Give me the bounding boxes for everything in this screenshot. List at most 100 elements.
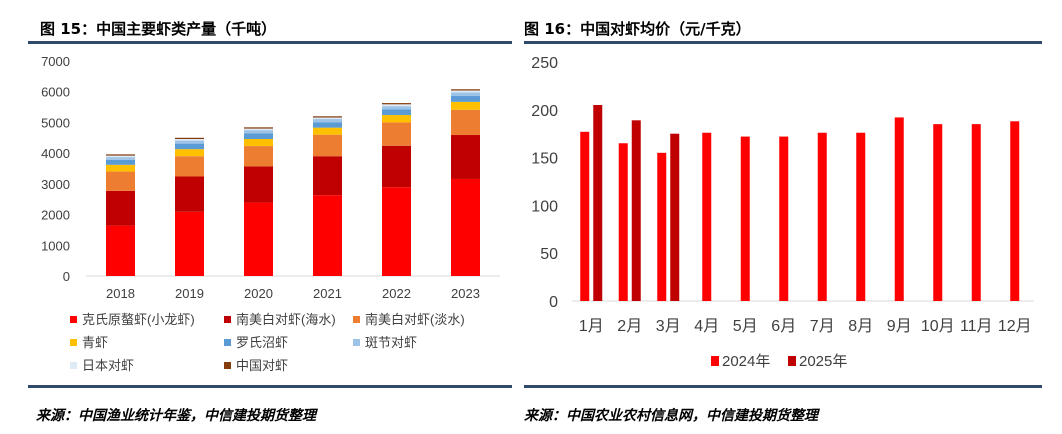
bar-segment	[382, 145, 411, 188]
bar-2024	[856, 132, 866, 301]
bar-segment	[313, 195, 342, 276]
bar-segment	[244, 166, 273, 203]
x-tick-label: 2018	[106, 286, 135, 301]
y-tick-label: 100	[531, 198, 558, 215]
bar-segment	[175, 143, 204, 150]
right-top-rule	[524, 41, 1042, 44]
y-tick-label: 1000	[41, 238, 70, 253]
bar-segment	[382, 115, 411, 123]
bar-segment	[451, 178, 480, 276]
x-tick-label: 7月	[810, 318, 835, 335]
bar-segment	[313, 134, 342, 157]
x-tick-label: 2020	[244, 286, 273, 301]
bar-2024	[580, 131, 590, 301]
bar-segment	[244, 133, 273, 140]
y-tick-label: 6000	[41, 85, 70, 100]
x-tick-label: 2021	[313, 286, 342, 301]
bar-segment	[313, 116, 342, 118]
x-tick-label: 12月	[998, 318, 1032, 335]
bar-segment	[106, 154, 135, 156]
bar-segment	[451, 109, 480, 136]
x-tick-label: 2022	[382, 286, 411, 301]
legend-label: 2025年	[799, 353, 847, 370]
bar-2024	[702, 132, 712, 301]
bar-segment	[244, 139, 273, 147]
bar-segment	[382, 103, 411, 105]
right-chart-title: 图 16：中国对虾均价（元/千克）	[524, 20, 751, 38]
legend-swatch	[353, 316, 360, 323]
x-tick-label: 2月	[617, 318, 642, 335]
y-tick-label: 3000	[41, 177, 70, 192]
bar-segment	[244, 130, 273, 134]
legend-label: 2024年	[722, 353, 770, 370]
bar-segment	[382, 109, 411, 116]
bar-2025	[631, 120, 641, 301]
bar-2024	[894, 117, 904, 301]
left-stacked-bar-chart: 0 1000 2000 3000 4000 5000 6000 7000 2018 2019 202…	[41, 54, 500, 373]
left-top-rule	[28, 41, 512, 44]
legend-swatch	[224, 362, 231, 369]
y-tick-label: 0	[549, 294, 558, 311]
legend-swatch	[70, 339, 77, 346]
legend-label: 罗氏沼虾	[236, 335, 288, 350]
bar-2024	[618, 143, 628, 301]
right-bar-chart: 0 50 100 150 200 250 1月 2月 3月 4月 5月 6月 7月 8月 9月 10月 11月 1…	[531, 55, 1034, 370]
legend-label: 斑节对虾	[365, 335, 417, 350]
y-tick-label: 0	[63, 269, 70, 284]
bar-segment	[244, 202, 273, 276]
bar-segment	[451, 101, 480, 110]
bar-2024	[971, 124, 981, 301]
x-tick-label: 2019	[175, 286, 204, 301]
bar-segment	[451, 89, 480, 91]
x-tick-label: 11月	[960, 318, 993, 335]
legend-swatch	[711, 356, 719, 366]
legend-label: 中国对虾	[236, 358, 288, 373]
x-tick-label: 2023	[451, 286, 480, 301]
bar-segment	[451, 96, 480, 102]
x-tick-label: 5月	[733, 318, 758, 335]
left-bottom-rule	[28, 385, 512, 388]
legend-swatch	[70, 362, 77, 369]
bar-segment	[106, 159, 135, 165]
bar-segment	[382, 122, 411, 146]
bar-segment	[451, 90, 480, 93]
legend-swatch	[224, 316, 231, 323]
bar-segment	[175, 137, 204, 140]
bar-segment	[106, 155, 135, 158]
y-tick-label: 50	[540, 246, 558, 263]
y-tick-label: 200	[531, 103, 558, 120]
bar-segment	[313, 156, 342, 196]
y-tick-label: 5000	[41, 115, 70, 130]
bar-2024	[817, 132, 827, 301]
x-tick-label: 6月	[771, 318, 796, 335]
legend-label: 青虾	[82, 335, 108, 350]
legend-swatch	[353, 339, 360, 346]
y-tick-label: 4000	[41, 146, 70, 161]
legend-label: 克氏原螯虾(小龙虾)	[82, 312, 195, 327]
y-tick-label: 2000	[41, 208, 70, 223]
x-tick-label: 9月	[887, 318, 912, 335]
bar-segment	[313, 117, 342, 120]
bar-segment	[382, 104, 411, 107]
x-tick-label: 1月	[579, 318, 604, 335]
y-tick-label: 250	[531, 55, 558, 72]
right-source-note: 来源：中国农业农村信息网，中信建投期货整理	[524, 408, 818, 424]
x-tick-label: 4月	[694, 318, 719, 335]
bar-segment	[106, 157, 135, 160]
bar-2024	[740, 136, 750, 301]
bar-segment	[175, 140, 204, 144]
bar-segment	[175, 211, 204, 276]
right-bottom-rule	[524, 385, 1042, 388]
legend-swatch	[224, 339, 231, 346]
bar-segment	[175, 156, 204, 177]
bar-2025	[593, 105, 603, 301]
x-tick-label: 10月	[921, 318, 955, 335]
bar-segment	[244, 146, 273, 167]
bar-segment	[451, 135, 480, 179]
y-tick-label: 150	[531, 151, 558, 168]
bar-segment	[382, 187, 411, 276]
legend-label: 南美白对虾(淡水)	[365, 312, 465, 327]
left-chart-title: 图 15：中国主要虾类产量（千吨）	[40, 20, 277, 38]
bar-2024	[933, 124, 943, 301]
bar-segment	[313, 127, 342, 135]
